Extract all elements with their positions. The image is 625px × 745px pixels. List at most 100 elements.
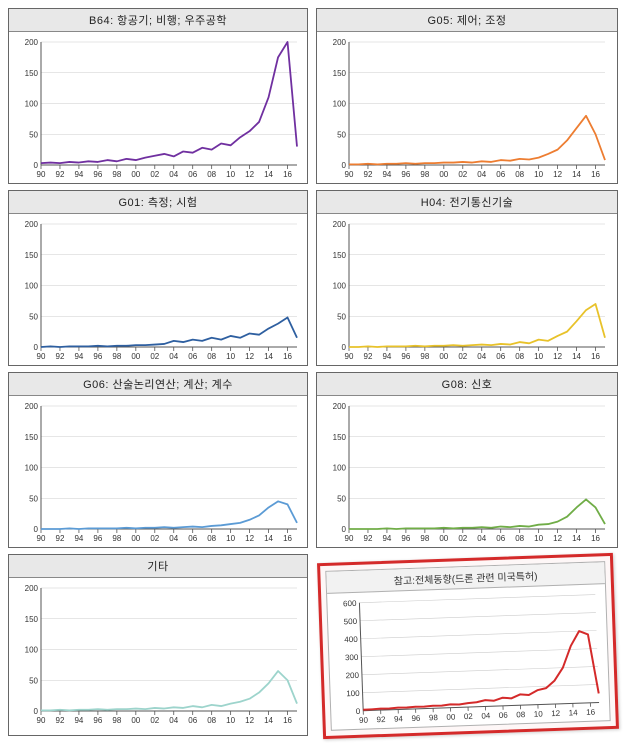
reference-cell: 참고:전체동향(드론 관련 미국특허)010020030040050060090…: [316, 554, 618, 736]
svg-text:150: 150: [333, 69, 347, 78]
svg-text:08: 08: [516, 710, 526, 719]
svg-text:150: 150: [25, 69, 39, 78]
svg-text:08: 08: [515, 534, 524, 543]
svg-text:02: 02: [150, 534, 159, 543]
svg-text:92: 92: [56, 716, 65, 725]
svg-text:02: 02: [464, 712, 474, 721]
svg-text:96: 96: [93, 170, 102, 179]
svg-text:00: 00: [131, 716, 140, 725]
svg-text:12: 12: [245, 716, 254, 725]
panel-g05: G05: 제어; 조정05010015020090929496980002040…: [316, 8, 618, 184]
svg-text:00: 00: [439, 352, 448, 361]
svg-text:50: 50: [29, 312, 38, 321]
svg-text:98: 98: [420, 170, 429, 179]
svg-text:200: 200: [25, 38, 39, 47]
svg-text:200: 200: [25, 220, 39, 229]
svg-text:14: 14: [572, 534, 581, 543]
svg-text:98: 98: [429, 713, 439, 722]
svg-text:90: 90: [37, 534, 46, 543]
svg-text:10: 10: [226, 534, 235, 543]
svg-text:150: 150: [333, 433, 347, 442]
panel-etc: 기타05010015020090929496980002040608101214…: [8, 554, 308, 736]
svg-text:10: 10: [226, 716, 235, 725]
svg-text:96: 96: [401, 170, 410, 179]
svg-text:100: 100: [333, 464, 347, 473]
svg-text:96: 96: [93, 534, 102, 543]
panel-b64: B64: 항공기; 비행; 우주공학0501001502009092949698…: [8, 8, 308, 184]
svg-text:98: 98: [112, 170, 121, 179]
svg-text:96: 96: [411, 714, 421, 723]
svg-text:02: 02: [150, 170, 159, 179]
svg-text:00: 00: [131, 170, 140, 179]
svg-text:08: 08: [207, 170, 216, 179]
svg-text:0: 0: [34, 343, 39, 352]
svg-text:0: 0: [342, 343, 347, 352]
svg-text:100: 100: [346, 689, 360, 698]
reference-panel: 참고:전체동향(드론 관련 미국특허)010020030040050060090…: [317, 553, 619, 739]
svg-text:96: 96: [93, 716, 102, 725]
svg-text:16: 16: [591, 170, 600, 179]
svg-text:400: 400: [344, 635, 358, 644]
svg-text:08: 08: [207, 716, 216, 725]
svg-text:0: 0: [342, 161, 347, 170]
svg-text:94: 94: [74, 534, 83, 543]
svg-text:92: 92: [364, 352, 373, 361]
svg-text:0: 0: [356, 707, 361, 716]
svg-text:94: 94: [382, 352, 391, 361]
svg-text:100: 100: [25, 282, 39, 291]
svg-text:06: 06: [499, 711, 509, 720]
svg-text:04: 04: [481, 711, 491, 720]
svg-text:96: 96: [401, 352, 410, 361]
panel-title-g06: G06: 산술논리연산; 계산; 계수: [9, 373, 307, 396]
svg-text:92: 92: [56, 352, 65, 361]
svg-text:90: 90: [345, 352, 354, 361]
svg-text:12: 12: [245, 352, 254, 361]
chart-b64: 0501001502009092949698000204060810121416: [9, 32, 307, 183]
svg-text:02: 02: [150, 716, 159, 725]
svg-text:08: 08: [515, 352, 524, 361]
svg-text:98: 98: [112, 534, 121, 543]
svg-text:96: 96: [401, 534, 410, 543]
svg-text:150: 150: [333, 251, 347, 260]
svg-text:96: 96: [93, 352, 102, 361]
svg-text:16: 16: [283, 170, 292, 179]
svg-text:14: 14: [569, 708, 579, 717]
svg-text:200: 200: [333, 402, 347, 411]
svg-text:0: 0: [342, 525, 347, 534]
svg-text:98: 98: [420, 534, 429, 543]
svg-text:94: 94: [382, 534, 391, 543]
svg-text:06: 06: [188, 716, 197, 725]
svg-text:200: 200: [345, 671, 359, 680]
panel-h04: H04: 전기통신기술05010015020090929496980002040…: [316, 190, 618, 366]
svg-text:150: 150: [25, 251, 39, 260]
svg-text:12: 12: [245, 534, 254, 543]
svg-text:14: 14: [264, 534, 273, 543]
svg-text:50: 50: [337, 494, 346, 503]
svg-text:04: 04: [169, 716, 178, 725]
svg-text:100: 100: [333, 100, 347, 109]
svg-text:06: 06: [496, 534, 505, 543]
svg-text:06: 06: [188, 170, 197, 179]
svg-text:92: 92: [56, 534, 65, 543]
svg-text:12: 12: [553, 170, 562, 179]
svg-text:00: 00: [131, 534, 140, 543]
chart-g01: 0501001502009092949698000204060810121416: [9, 214, 307, 365]
svg-text:200: 200: [25, 402, 39, 411]
svg-text:02: 02: [458, 352, 467, 361]
svg-text:90: 90: [37, 352, 46, 361]
svg-text:50: 50: [29, 676, 38, 685]
svg-text:92: 92: [364, 534, 373, 543]
svg-text:14: 14: [264, 716, 273, 725]
svg-text:04: 04: [477, 352, 486, 361]
svg-text:00: 00: [439, 534, 448, 543]
svg-text:100: 100: [25, 100, 39, 109]
svg-text:10: 10: [534, 352, 543, 361]
svg-text:08: 08: [207, 352, 216, 361]
svg-text:92: 92: [56, 170, 65, 179]
panel-title-g05: G05: 제어; 조정: [317, 9, 617, 32]
svg-text:94: 94: [74, 716, 83, 725]
chart-g06: 0501001502009092949698000204060810121416: [9, 396, 307, 547]
svg-text:12: 12: [551, 709, 561, 718]
reference-chart: 0100200300400500600909294969800020406081…: [327, 584, 610, 730]
svg-text:04: 04: [169, 170, 178, 179]
